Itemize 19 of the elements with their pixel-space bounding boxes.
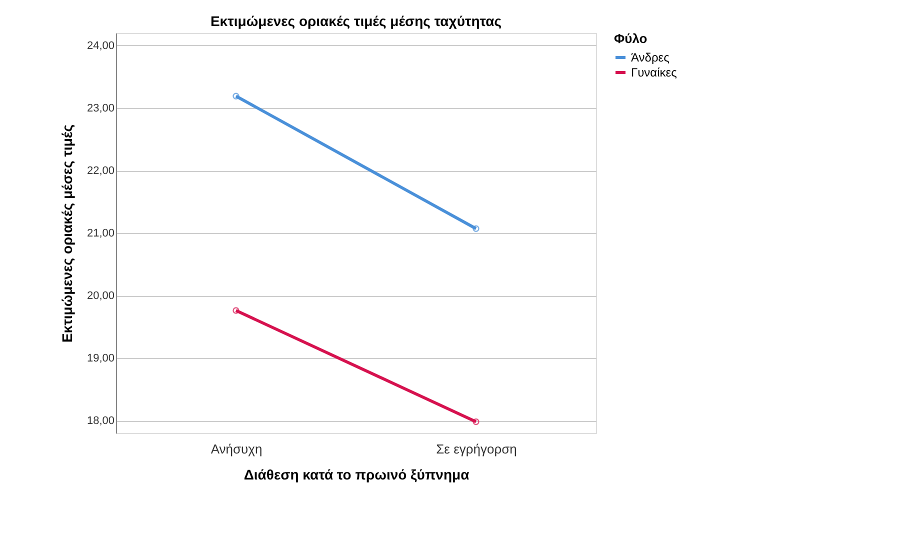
point <box>472 418 480 426</box>
y-tick-label: 23,00 <box>86 102 114 114</box>
point <box>232 92 240 100</box>
point <box>232 307 240 314</box>
y-tick-label: 24,00 <box>86 40 114 52</box>
chart-title: Εκτιμώμενες οριακές τιμές μέσης ταχύτητας <box>210 13 502 29</box>
y-tick-label: 22,00 <box>86 165 114 177</box>
legend-label: Άνδρες <box>631 50 670 64</box>
y-axis-title: Εκτιμώμενες οριακές μέσες τιμές <box>58 124 75 343</box>
legend-label: Γυναίκες <box>631 66 678 80</box>
y-tick-label: 18,00 <box>86 415 114 427</box>
x-tick-label: Σε εγρήγορση <box>436 442 517 456</box>
legend-title: Φύλο <box>614 31 648 46</box>
y-tick-label: 21,00 <box>86 228 114 240</box>
x-tick-label: Ανήσυχη <box>210 442 262 456</box>
y-tick-label: 20,00 <box>86 290 114 302</box>
point <box>472 225 480 232</box>
x-axis-title: Διάθεση κατά το πρωινό ξύπνημα <box>244 466 470 482</box>
y-tick-label: 19,00 <box>86 352 114 364</box>
